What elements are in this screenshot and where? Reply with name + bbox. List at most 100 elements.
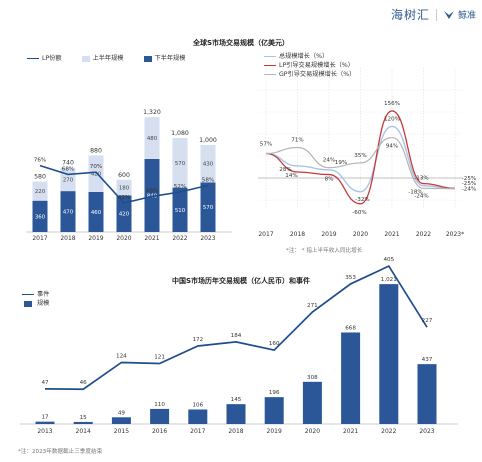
legend-item-scale: 规模 — [22, 299, 49, 308]
chart1-bar-lower-label: 570 — [203, 205, 214, 211]
legend-swatch — [143, 55, 152, 62]
chart2-series-line — [265, 110, 456, 205]
chart2-tick-label: 2021 — [384, 231, 399, 238]
chart2-data-label: 156% — [384, 101, 400, 107]
chart3-tick-label: 2020 — [305, 428, 320, 435]
chart2-data-label: 57% — [260, 141, 272, 147]
chart1-tick-label: 2023 — [200, 235, 215, 242]
chart3-bar — [226, 404, 246, 424]
legend-line-swatch — [27, 58, 39, 59]
chart1-total-label: 600 — [118, 172, 130, 179]
chart3-events-label: 353 — [345, 275, 356, 281]
chart1-total-label: 1,320 — [143, 109, 161, 116]
legend-item-h2: 下半年规模 — [143, 54, 185, 63]
brand-logo-right: 鲸准 — [443, 8, 476, 21]
legend-line-swatch — [264, 56, 276, 57]
chart3-events-label: 124 — [116, 353, 127, 359]
chart2-data-label: 8% — [325, 177, 334, 183]
legend-item-gp-growth: GP引导交易规模增长（%） — [264, 70, 355, 79]
chart3-bar — [150, 408, 170, 424]
chart1-bar-upper — [172, 138, 188, 188]
legend-item-lp-growth: LP引导交易规模增长（%） — [264, 61, 355, 70]
chart2-tick-label: 2022 — [416, 231, 431, 238]
chart1-bar-upper-label: 480 — [147, 136, 158, 142]
chart1-bar-upper-label: 270 — [63, 177, 74, 183]
chart2-data-label: -25% — [462, 176, 476, 182]
chart3-tick-label: 2021 — [343, 428, 358, 435]
chart1-lp-share-label: 68% — [62, 166, 74, 172]
chart3-events-label: 405 — [383, 257, 394, 263]
chart2-tick-label: 2020 — [353, 231, 368, 238]
chart1-tick-label: 2021 — [144, 235, 159, 242]
legend-chart1: LP份额 上半年规模 下半年规模 — [27, 54, 185, 63]
chart1-tick-label: 2018 — [60, 235, 75, 242]
chart3-bar-label: 110 — [154, 402, 165, 408]
legend-swatch — [81, 55, 90, 62]
chart1-total-label: 1,000 — [199, 137, 217, 144]
legend-label: LP引导交易规模增长（%） — [279, 62, 354, 69]
chart3-bar — [302, 381, 322, 424]
chart3-bar-label: 145 — [231, 397, 242, 403]
chart3-events-label: 46 — [80, 380, 88, 386]
chart3-bar-label: 196 — [269, 390, 280, 396]
chart3-tick-label: 2019 — [267, 428, 282, 435]
chart1-lp-share-line — [39, 164, 209, 204]
chart3-events-label: 172 — [192, 337, 203, 343]
top-right-footnote: *注： * 指上半年收入同比增长 — [286, 248, 363, 254]
chart3-bar-label: 106 — [192, 402, 203, 408]
chart3-tick-label: 2014 — [76, 428, 91, 435]
chart1-lp-share-label: 70% — [90, 164, 102, 170]
chart1-total-label: 580 — [34, 174, 46, 181]
chart3-bar-label: 49 — [118, 410, 126, 416]
chart2-data-label: -13% — [414, 176, 428, 182]
bottom-footnote: *注：2023年数据截止三季度结束 — [18, 449, 103, 455]
chart2-data-label: -25% — [462, 181, 476, 187]
chart2-data-label: 14% — [285, 173, 297, 179]
legend-item-h1: 上半年规模 — [81, 54, 124, 63]
chart3-bar — [417, 364, 437, 424]
chart1-lp-share-label: 52% — [174, 184, 186, 190]
chart1-bar-lower-label: 470 — [63, 210, 74, 216]
chart1-bar-lower-label: 420 — [119, 212, 130, 218]
chart1-bar-lower — [60, 191, 76, 232]
chart3-events-label: 227 — [422, 318, 433, 324]
chart2-series-line — [265, 125, 456, 193]
chart3-bar — [73, 421, 93, 424]
chart1-lp-share-label: 42% — [118, 195, 130, 201]
chart1-lp-share-label: 58% — [202, 177, 214, 183]
chart2-data-label: 28% — [279, 167, 291, 173]
chart3-bar-label: 17 — [41, 415, 49, 421]
chart2-data-label: -24% — [462, 186, 476, 192]
chart3-events-label: 271 — [307, 303, 318, 309]
legend-label: 规模 — [37, 300, 50, 307]
chart1-tick-label: 2017 — [32, 235, 47, 242]
chart1-bar-lower — [172, 187, 188, 232]
chart2-series-line — [265, 136, 456, 190]
chart1-bar-lower — [144, 158, 160, 232]
logo-divider — [435, 8, 437, 21]
chart2-data-label: 120% — [384, 116, 400, 122]
whale-icon — [443, 10, 454, 19]
chart2-tick-label: 2019 — [321, 231, 336, 238]
chart3-bar — [35, 421, 55, 424]
chart2-tick-label: 2023* — [446, 231, 464, 238]
chart3-tick-label: 2016 — [152, 428, 167, 435]
chart2-data-label: -60% — [352, 210, 366, 216]
chart3-bar — [188, 409, 208, 424]
chart1-bar-upper-label: 570 — [175, 161, 186, 167]
legend-label: 上半年规模 — [92, 55, 124, 62]
chart1-bar-lower — [88, 191, 104, 232]
chart3-bar — [341, 332, 361, 424]
legend-item-lp-share: LP份额 — [27, 54, 62, 63]
chart3-bar — [379, 284, 399, 424]
chart2-data-label: 71% — [291, 137, 303, 143]
chart1-bar-upper-label: 180 — [119, 186, 130, 192]
chart3-events-label: 160 — [269, 341, 280, 347]
chart3-bar-label: 437 — [422, 357, 433, 363]
chart1-bar-upper — [116, 179, 132, 196]
chart3-events-label: 47 — [41, 380, 49, 386]
chart1-bar-upper — [88, 155, 104, 192]
chart2-data-label: 24% — [323, 158, 335, 164]
chart2-data-label: -18% — [408, 190, 422, 196]
chart3-tick-label: 2015 — [114, 428, 129, 435]
